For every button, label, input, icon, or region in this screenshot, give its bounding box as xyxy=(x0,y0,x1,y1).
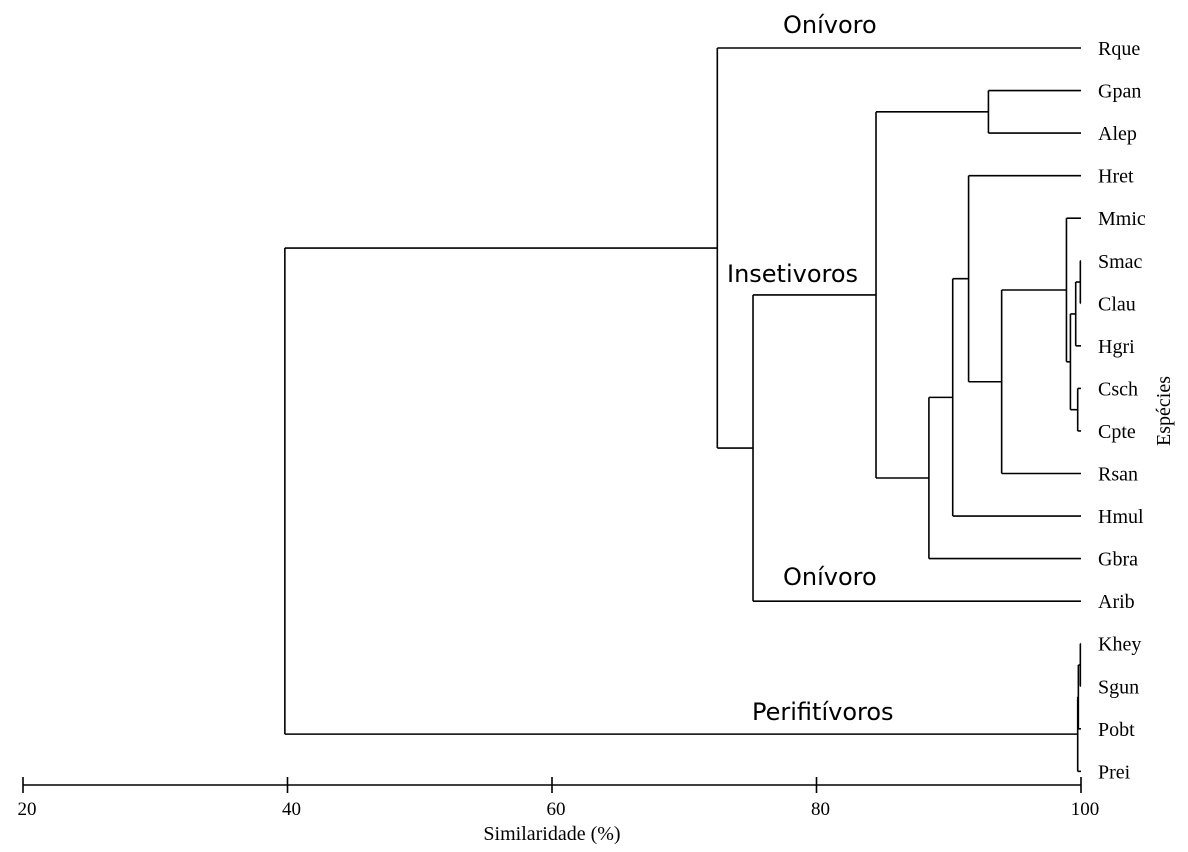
leaf-label-hmul: Hmul xyxy=(1098,506,1144,528)
leaf-label-gbra: Gbra xyxy=(1098,549,1138,571)
x-tick-label-40: 40 xyxy=(282,799,301,820)
leaf-label-prei: Prei xyxy=(1098,761,1131,783)
leaf-label-alep: Alep xyxy=(1098,123,1137,145)
group-label-2: Onívoro xyxy=(783,563,877,591)
leaf-label-hgri: Hgri xyxy=(1098,336,1135,358)
leaf-label-mmic: Mmic xyxy=(1098,208,1146,230)
leaf-label-clau: Clau xyxy=(1098,293,1136,315)
leaf-label-rque: Rque xyxy=(1098,38,1140,60)
x-tick-label-100: 100 xyxy=(1071,799,1100,820)
leaf-label-arib: Arib xyxy=(1098,591,1135,613)
group-label-3: Perifitívoros xyxy=(752,698,894,726)
dendrogram-branches xyxy=(284,47,1082,773)
leaf-label-cpte: Cpte xyxy=(1098,421,1136,443)
leaf-label-smac: Smac xyxy=(1098,251,1143,273)
leaf-label-khey: Khey xyxy=(1098,634,1141,656)
group-label-1: Insetivoros xyxy=(727,260,858,288)
leaf-label-rsan: Rsan xyxy=(1098,464,1138,486)
leaf-label-gpan: Gpan xyxy=(1098,81,1141,103)
x-axis-label: Similaridade (%) xyxy=(483,823,620,845)
leaf-label-sgun: Sgun xyxy=(1098,676,1139,698)
x-axis-ticks: 20 40 60 80 100 xyxy=(18,777,1100,820)
group-label-0: Onívoro xyxy=(783,11,877,39)
group-labels: Onívoro Insetivoros Onívoro Perifitívoros xyxy=(727,11,894,726)
leaf-labels: Rque Gpan Alep Hret Mmic Smac Clau Hgri Csch Cpte… xyxy=(1098,38,1146,783)
leaf-label-csch: Csch xyxy=(1098,378,1138,400)
x-tick-label-80: 80 xyxy=(811,799,830,820)
leaf-label-pobt: Pobt xyxy=(1098,719,1135,741)
y-axis-label: Espécies xyxy=(1153,376,1175,446)
leaf-label-hret: Hret xyxy=(1098,166,1134,188)
x-tick-label-20: 20 xyxy=(18,799,37,820)
x-tick-label-60: 60 xyxy=(547,799,566,820)
